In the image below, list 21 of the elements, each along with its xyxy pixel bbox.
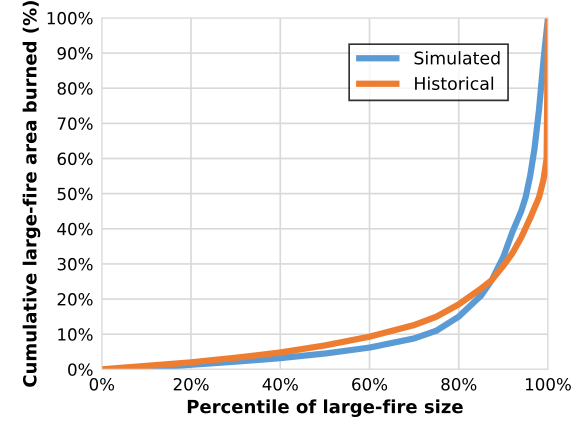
y-tick-label: 10% <box>58 328 93 341</box>
y-tick-label: 20% <box>58 293 93 306</box>
x-axis-title: Percentile of large-fire size <box>188 399 463 417</box>
y-tick-label: 50% <box>58 188 93 200</box>
x-tick-label: 40% <box>262 378 298 391</box>
x-tick-label: 100% <box>526 378 571 391</box>
y-tick-label: 30% <box>58 258 93 270</box>
y-tick-label: 80% <box>58 82 93 95</box>
y-tick-label: 40% <box>57 222 93 236</box>
y-tick-label: 60% <box>58 152 93 166</box>
legend-label: Historical <box>415 76 494 90</box>
x-tick-label: 60% <box>352 378 388 391</box>
y-tick-label: 70% <box>58 117 93 130</box>
y-axis-title: Cumulative large-fire area burned (%) <box>22 1 40 387</box>
legend-label: Simulated <box>414 51 500 65</box>
y-tick-label: 90% <box>57 47 93 60</box>
x-tick-label: 0% <box>90 378 114 391</box>
x-tick-label: 80% <box>441 378 476 391</box>
y-tick-label: 0% <box>68 363 93 376</box>
y-tick-label: 100% <box>48 12 93 25</box>
x-tick-label: 20% <box>174 378 209 391</box>
